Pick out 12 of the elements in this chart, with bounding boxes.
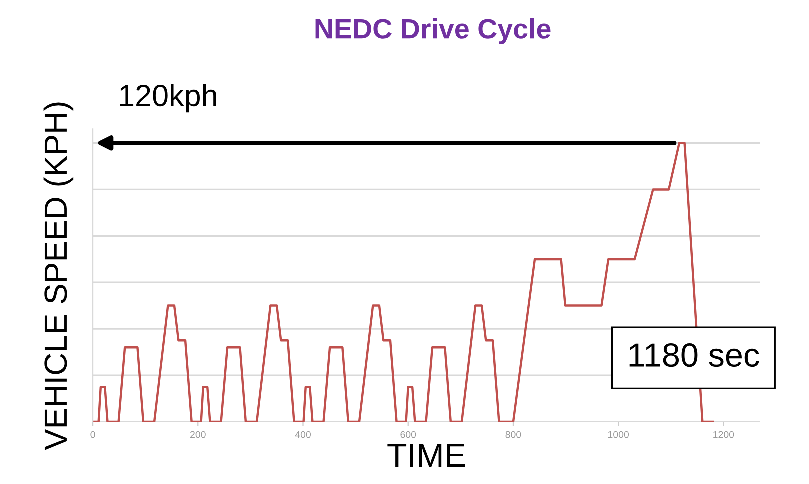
annotation: 1180 sec [630, 344, 760, 368]
x-tick-label: 1200 [714, 431, 734, 438]
x-tick-label: 600 [400, 431, 416, 438]
x-tick-label: 200 [190, 431, 206, 438]
annotation: 120kph [120, 84, 216, 113]
x-tick-label: 1000 [608, 431, 629, 438]
x-axis-title: TIME [388, 444, 466, 468]
y-axis-title: VEHICLE SPEED (KPH) [44, 102, 74, 450]
x-tick-label: 0 [90, 431, 96, 438]
x-tick-label: 800 [506, 431, 522, 438]
x-tick-label: 400 [295, 431, 311, 438]
chart-title: NEDC Drive Cycle [316, 18, 551, 44]
